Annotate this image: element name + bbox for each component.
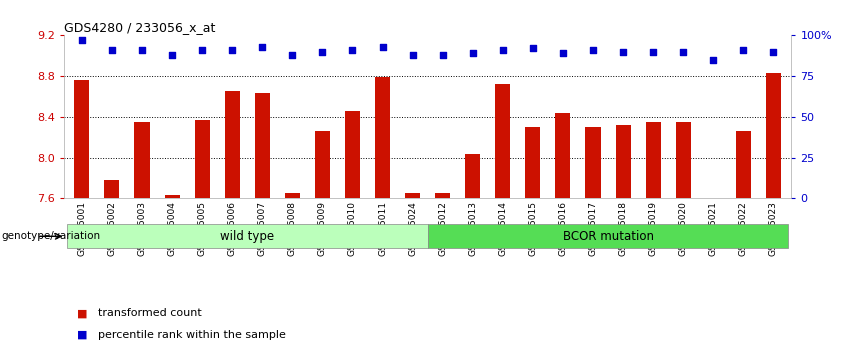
- Point: [75, 38, 89, 43]
- Bar: [164, 195, 180, 198]
- Bar: [676, 122, 691, 198]
- Point: [346, 47, 359, 53]
- Bar: [646, 122, 660, 198]
- Bar: [225, 91, 240, 198]
- Point: [436, 52, 449, 58]
- Bar: [585, 127, 601, 198]
- Point: [586, 47, 600, 53]
- Bar: [285, 193, 300, 198]
- Bar: [345, 111, 360, 198]
- Bar: [465, 154, 480, 198]
- Bar: [495, 84, 511, 198]
- Point: [106, 47, 119, 53]
- Point: [616, 49, 630, 55]
- Text: BCOR mutation: BCOR mutation: [563, 230, 654, 243]
- Text: wild type: wild type: [220, 230, 274, 243]
- Bar: [427, 224, 788, 248]
- Bar: [134, 122, 150, 198]
- Bar: [405, 193, 420, 198]
- Point: [767, 49, 780, 55]
- Point: [465, 51, 479, 56]
- Bar: [435, 193, 450, 198]
- Point: [677, 49, 690, 55]
- Bar: [615, 125, 631, 198]
- Text: transformed count: transformed count: [98, 308, 202, 318]
- Bar: [254, 93, 270, 198]
- Text: genotype/variation: genotype/variation: [2, 231, 100, 241]
- Bar: [766, 73, 781, 198]
- Point: [286, 52, 300, 58]
- Point: [706, 57, 720, 63]
- Bar: [195, 120, 209, 198]
- Point: [736, 47, 750, 53]
- Text: ■: ■: [77, 330, 87, 339]
- Bar: [525, 127, 540, 198]
- Bar: [375, 77, 390, 198]
- Point: [226, 47, 239, 53]
- Text: GDS4280 / 233056_x_at: GDS4280 / 233056_x_at: [64, 21, 215, 34]
- Text: percentile rank within the sample: percentile rank within the sample: [98, 330, 286, 339]
- Point: [526, 46, 540, 51]
- Text: ■: ■: [77, 308, 87, 318]
- Bar: [315, 131, 330, 198]
- Point: [376, 44, 390, 50]
- Bar: [105, 180, 119, 198]
- Point: [406, 52, 420, 58]
- Point: [496, 47, 510, 53]
- Bar: [74, 80, 89, 198]
- Bar: [736, 131, 751, 198]
- Point: [556, 51, 569, 56]
- Point: [196, 47, 209, 53]
- Bar: [556, 113, 570, 198]
- Bar: [67, 224, 427, 248]
- Point: [316, 49, 329, 55]
- Point: [165, 52, 179, 58]
- Point: [255, 44, 269, 50]
- Point: [135, 47, 149, 53]
- Point: [646, 49, 660, 55]
